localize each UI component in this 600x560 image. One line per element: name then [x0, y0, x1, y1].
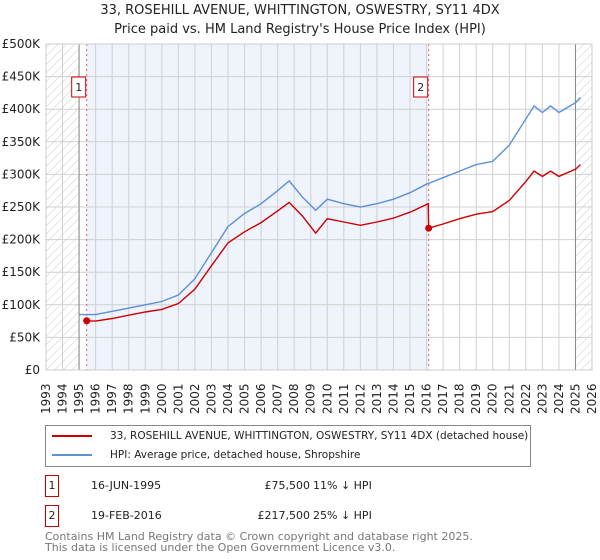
x-tick-label: 1997	[105, 383, 119, 414]
sale-label-box	[71, 76, 87, 98]
x-tick-label: 2004	[221, 383, 235, 414]
sale-label-box	[413, 76, 429, 98]
series-line	[86, 164, 581, 322]
x-tick-label: 2020	[486, 383, 500, 414]
x-tick-label: 2025	[568, 383, 582, 414]
sale-label: 1	[75, 81, 82, 94]
x-tick-label: 2012	[353, 383, 367, 414]
x-tick-label: 2007	[271, 383, 285, 414]
x-tick-label: 2026	[585, 383, 599, 414]
x-tick-label: 2011	[337, 383, 351, 414]
sale-price: £75,500	[264, 479, 311, 492]
x-tick-label: 1996	[89, 383, 103, 414]
x-tick-label: 1999	[138, 383, 152, 414]
plot-border	[45, 43, 593, 371]
x-tick-label: 2021	[502, 383, 516, 414]
x-tick-label: 1993	[39, 383, 53, 414]
x-tick-label: 2002	[188, 383, 202, 414]
x-tick-label: 2001	[171, 383, 185, 414]
sale-label: 2	[417, 81, 424, 94]
series-line	[79, 97, 581, 316]
x-tick-label: 2023	[535, 383, 549, 414]
x-tick-label: 1994	[56, 383, 70, 414]
y-tick-label: £350K	[2, 135, 42, 149]
x-tick-label: 1995	[72, 383, 86, 414]
y-tick-label: £400K	[2, 102, 42, 116]
sale-row-2: 2 19-FEB-2016 £217,500 25% ↓ HPI	[45, 505, 445, 529]
sale-badge: 1	[45, 475, 59, 497]
sale-date: 16-JUN-1995	[91, 479, 162, 492]
sale-price: £217,500	[257, 509, 311, 522]
x-tick-label: 2018	[453, 383, 467, 414]
x-tick-label: 2010	[320, 383, 334, 414]
y-tick-label: £100K	[2, 298, 42, 312]
x-tick-label: 2006	[254, 383, 268, 414]
x-tick-label: 2019	[469, 383, 483, 414]
legend-swatch-hpi	[52, 454, 92, 456]
legend: 33, ROSEHILL AVENUE, WHITTINGTON, OSWEST…	[45, 425, 531, 467]
y-tick-label: £300K	[2, 167, 42, 181]
chart-plot: 1993 1994 1995 1996 1997 1998 1999 2000 2001 2002…	[2, 37, 599, 414]
x-tick-label: 2003	[204, 383, 218, 414]
x-tick-label: 2022	[519, 383, 533, 414]
y-tick-label: £450K	[2, 70, 42, 84]
y-tick-label: £150K	[2, 265, 42, 279]
sale-date: 19-FEB-2016	[91, 509, 162, 522]
x-tick-label: 2014	[386, 383, 400, 414]
sale-point	[425, 224, 433, 232]
legend-swatch-price	[52, 435, 92, 437]
x-tick-label: 2013	[370, 383, 384, 414]
legend-label-price: 33, ROSEHILL AVENUE, WHITTINGTON, OSWEST…	[110, 430, 529, 442]
y-tick-label: £50K	[9, 330, 41, 344]
footer: Contains HM Land Registry data © Crown c…	[45, 531, 473, 553]
chart-title: 33, ROSEHILL AVENUE, WHITTINGTON, OSWEST…	[100, 3, 500, 18]
footer-copyright: Contains HM Land Registry data © Crown c…	[45, 530, 473, 543]
x-tick-label: 2005	[238, 383, 252, 414]
x-tick-label: 2017	[436, 383, 450, 414]
legend-label-hpi: HPI: Average price, detached house, Shro…	[110, 449, 361, 461]
sale-hpi-diff: 25% ↓ HPI	[313, 509, 372, 522]
x-tick-label: 2000	[155, 383, 169, 414]
y-tick-label: £200K	[2, 233, 42, 247]
sale-point	[83, 317, 91, 325]
x-tick-label: 2015	[403, 383, 417, 414]
sale-badge: 2	[45, 505, 59, 527]
sale-row-1: 1 16-JUN-1995 £75,500 11% ↓ HPI	[45, 475, 445, 499]
x-tick-label: 2009	[304, 383, 318, 414]
x-tick-label: 2008	[287, 383, 301, 414]
y-tick-label: £0	[25, 363, 40, 377]
chart-subtitle: Price paid vs. HM Land Registry's House …	[114, 22, 486, 37]
footer-licence: This data is licensed under the Open Gov…	[45, 541, 396, 554]
x-tick-label: 1998	[122, 383, 136, 414]
y-tick-label: £250K	[2, 200, 42, 214]
y-tick-label: £500K	[2, 37, 42, 51]
x-tick-label: 2024	[552, 383, 566, 414]
x-tick-label: 2016	[420, 383, 434, 414]
sale-hpi-diff: 11% ↓ HPI	[313, 479, 372, 492]
